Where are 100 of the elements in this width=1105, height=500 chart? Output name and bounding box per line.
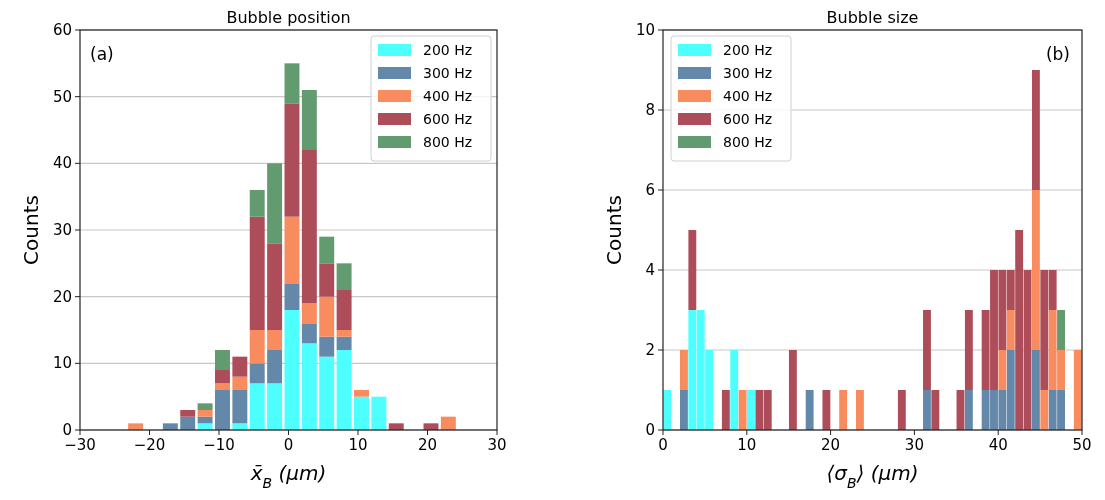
bar — [923, 310, 931, 390]
bar — [1040, 390, 1049, 430]
bar — [232, 376, 248, 390]
legend-label: 800 Hz — [723, 134, 773, 150]
bar — [680, 350, 688, 390]
chart-title: Bubble position — [226, 8, 351, 27]
bar — [730, 350, 739, 430]
bar — [319, 263, 335, 297]
legend-label: 200 Hz — [723, 42, 773, 58]
bar — [249, 216, 265, 330]
bar — [215, 370, 230, 384]
bar — [747, 390, 755, 430]
bar — [839, 390, 848, 430]
bar — [197, 423, 213, 430]
annotation: (b) — [1045, 44, 1070, 64]
bar — [388, 423, 404, 430]
bar — [1031, 190, 1040, 350]
bar — [301, 343, 317, 430]
x-tick-label: 40 — [988, 436, 1008, 454]
y-tick-label: 60 — [52, 21, 72, 39]
bar — [301, 150, 317, 304]
x-tick-label: 0 — [658, 436, 668, 454]
bar — [128, 423, 144, 430]
x-tick-label: 20 — [417, 436, 438, 454]
legend-label: 600 Hz — [423, 111, 473, 127]
y-tick-label: 4 — [645, 261, 655, 279]
bar — [680, 390, 688, 430]
bar — [284, 310, 300, 430]
legend-label: 300 Hz — [723, 65, 773, 81]
x-axis-title: ⟨σ$_{B}$⟩ (μm) — [826, 461, 919, 491]
x-tick-label: −20 — [133, 436, 166, 454]
bar — [855, 390, 864, 430]
legend-label: 200 Hz — [423, 42, 473, 58]
legend-label: 300 Hz — [423, 65, 473, 81]
bar — [319, 336, 335, 357]
bar — [788, 350, 797, 430]
y-tick-label: 2 — [645, 341, 655, 359]
bar — [1057, 310, 1065, 350]
x-tick-label: −30 — [64, 436, 96, 454]
bar — [1031, 350, 1040, 430]
bar — [232, 423, 248, 430]
bar — [354, 396, 369, 430]
bar — [371, 396, 387, 430]
bar — [284, 103, 300, 217]
x-tick-label: −10 — [203, 436, 235, 454]
y-tick-label: 6 — [645, 181, 655, 199]
bar — [336, 263, 352, 290]
bar — [738, 390, 747, 430]
bar — [215, 383, 230, 390]
x-tick-label: 50 — [1072, 436, 1092, 454]
bar — [897, 390, 906, 430]
legend-label: 600 Hz — [723, 111, 773, 127]
bar — [284, 216, 300, 284]
bar — [923, 390, 931, 430]
bar — [180, 416, 196, 430]
bar — [249, 383, 265, 430]
y-axis-title: Counts — [602, 195, 626, 265]
bar — [301, 90, 317, 150]
bar — [319, 356, 335, 430]
bar — [319, 296, 335, 337]
bar — [1031, 70, 1040, 190]
bar — [197, 403, 213, 410]
bar — [336, 330, 352, 337]
x-tick-label: 30 — [904, 436, 924, 454]
bar — [267, 350, 283, 384]
bar — [319, 236, 335, 264]
y-tick-label: 0 — [62, 421, 72, 439]
bar — [284, 283, 300, 310]
y-tick-label: 20 — [52, 287, 72, 306]
bar — [964, 390, 973, 430]
bar — [336, 336, 352, 350]
bar — [688, 230, 697, 310]
bar — [197, 416, 213, 424]
y-tick-label: 0 — [645, 421, 655, 439]
bar — [964, 310, 973, 390]
x-tick-label: 0 — [283, 436, 294, 454]
bar — [284, 63, 300, 104]
bar — [998, 350, 1007, 390]
annotation: (a) — [90, 44, 114, 64]
y-tick-label: 10 — [635, 21, 655, 39]
bar — [215, 350, 230, 370]
x-tick-label: 10 — [737, 436, 757, 454]
y-tick-label: 40 — [52, 154, 72, 173]
y-tick-label: 8 — [645, 101, 655, 119]
bar — [721, 390, 730, 430]
bar — [232, 356, 248, 377]
x-tick-label: 30 — [487, 436, 507, 454]
chart-title: Bubble size — [826, 8, 919, 27]
y-tick-label: 50 — [52, 87, 72, 106]
bar — [249, 330, 265, 364]
legend-label: 800 Hz — [423, 134, 473, 150]
bar — [249, 363, 265, 384]
bar — [336, 290, 352, 330]
bar — [440, 416, 456, 430]
bar — [215, 390, 230, 430]
bar — [336, 350, 352, 430]
bar — [805, 390, 814, 430]
bar — [197, 410, 213, 417]
x-tick-label: 20 — [821, 436, 841, 454]
bar — [180, 410, 196, 417]
